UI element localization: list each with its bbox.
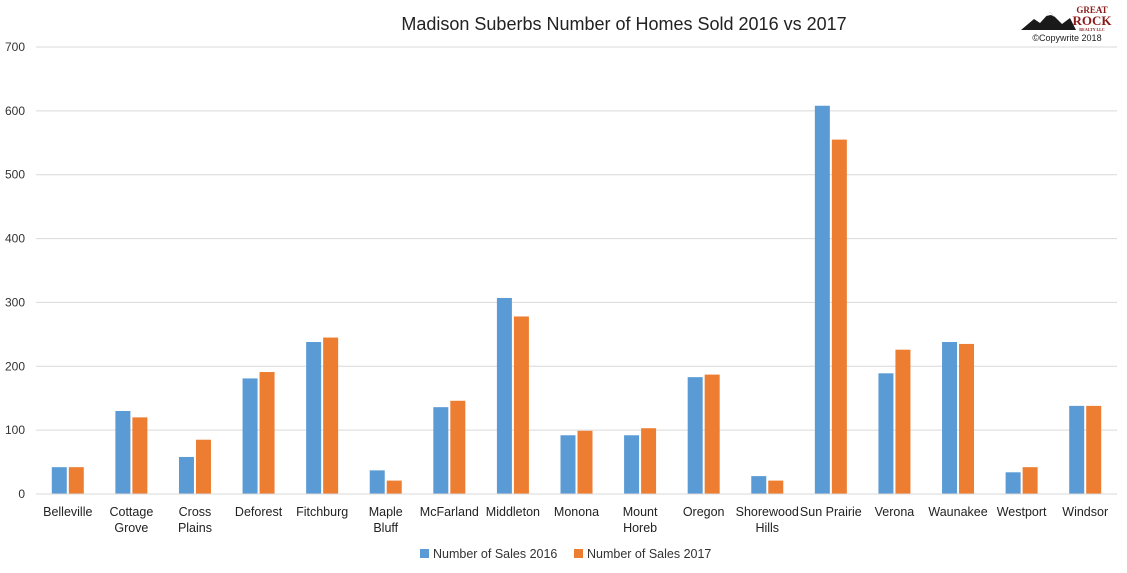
bar-2016 xyxy=(433,407,449,494)
y-tick-label: 200 xyxy=(5,359,25,373)
bar-2016 xyxy=(178,456,194,494)
category-label: Maple xyxy=(369,505,403,519)
category-label: Monona xyxy=(554,505,599,519)
bar-2017 xyxy=(259,372,275,494)
category-label: Cross xyxy=(179,505,212,519)
bar-2017 xyxy=(768,480,784,494)
bar-2016 xyxy=(560,435,576,494)
bar-2017 xyxy=(323,337,339,494)
bar-2016 xyxy=(369,470,385,494)
bar-2016 xyxy=(687,377,703,494)
bar-2017 xyxy=(577,430,593,494)
mountain-logo-icon xyxy=(1021,12,1076,30)
category-label: Middleton xyxy=(486,505,540,519)
grid-lines xyxy=(36,46,1117,431)
bar-2017 xyxy=(68,467,84,494)
bar-2017 xyxy=(450,400,466,494)
category-label: Horeb xyxy=(623,521,657,535)
category-label: Belleville xyxy=(43,505,92,519)
category-label: Windsor xyxy=(1062,505,1108,519)
bar-2016 xyxy=(115,410,131,494)
bar-2016 xyxy=(878,373,894,494)
bar-2016 xyxy=(1069,405,1085,494)
bar-2017 xyxy=(704,374,720,494)
y-tick-label: 700 xyxy=(5,40,25,54)
logo-text-realty: REALTY LLC xyxy=(1079,27,1104,32)
category-label: Waunakee xyxy=(928,505,987,519)
category-label: Deforest xyxy=(235,505,283,519)
y-tick-label: 0 xyxy=(18,487,25,501)
bar-2016 xyxy=(751,476,767,494)
chart-title: Madison Suberbs Number of Homes Sold 201… xyxy=(401,14,846,34)
bar-2016 xyxy=(624,435,640,494)
category-label: Sun Prairie xyxy=(800,505,862,519)
legend: Number of Sales 2016 Number of Sales 201… xyxy=(420,547,711,561)
category-label: Bluff xyxy=(373,521,398,535)
bar-2017 xyxy=(132,417,148,494)
bar-2016 xyxy=(51,467,67,494)
bar-2016 xyxy=(306,342,322,494)
copyright-text: ©Copywrite 2018 xyxy=(1032,33,1101,43)
category-label: Plains xyxy=(178,521,212,535)
snowcap-logo-icon xyxy=(1046,12,1055,17)
y-tick-label: 600 xyxy=(5,104,25,118)
y-tick-label: 400 xyxy=(5,232,25,246)
bar-2017 xyxy=(641,428,657,494)
category-label: Oregon xyxy=(683,505,725,519)
legend-swatch-2016 xyxy=(420,549,429,558)
bar-2017 xyxy=(1086,405,1102,494)
bar-2017 xyxy=(195,439,211,494)
bar-2016 xyxy=(496,297,512,494)
bar-2016 xyxy=(1005,472,1021,494)
category-label: Grove xyxy=(114,521,148,535)
bar-2017 xyxy=(831,139,847,495)
category-label: Westport xyxy=(997,505,1047,519)
logo-text-rock: ROCK xyxy=(1073,13,1113,28)
y-tick-label: 300 xyxy=(5,295,25,309)
great-rock-realty-logo: GREAT ROCK REALTY LLC ©Copywrite 2018 xyxy=(1021,5,1112,43)
y-axis-ticks: 0 100 200 300 400 500 600 700 xyxy=(5,40,25,501)
bar-2017 xyxy=(959,343,975,494)
legend-swatch-2017 xyxy=(574,549,583,558)
category-label: Verona xyxy=(875,505,915,519)
bar-2017 xyxy=(1022,467,1038,494)
y-tick-label: 500 xyxy=(5,168,25,182)
bar-2016 xyxy=(942,342,958,494)
y-tick-label: 100 xyxy=(5,423,25,437)
x-axis-labels: Belleville Cottage Grove Cross Plains Defores… xyxy=(43,505,1108,535)
bar-2017 xyxy=(386,480,402,494)
bar-2017 xyxy=(895,349,911,494)
logo-text-great: GREAT xyxy=(1076,5,1107,15)
bar-2016 xyxy=(242,378,258,494)
category-label: Shorewood xyxy=(736,505,799,519)
category-label: Hills xyxy=(755,521,779,535)
category-label: Mount xyxy=(623,505,658,519)
bars xyxy=(51,105,1102,495)
legend-label-2017: Number of Sales 2017 xyxy=(587,547,711,561)
category-label: Fitchburg xyxy=(296,505,348,519)
category-label: Cottage xyxy=(109,505,153,519)
category-label: McFarland xyxy=(420,505,479,519)
bar-2016 xyxy=(814,105,830,495)
bar-2017 xyxy=(513,316,529,494)
legend-label-2016: Number of Sales 2016 xyxy=(433,547,557,561)
